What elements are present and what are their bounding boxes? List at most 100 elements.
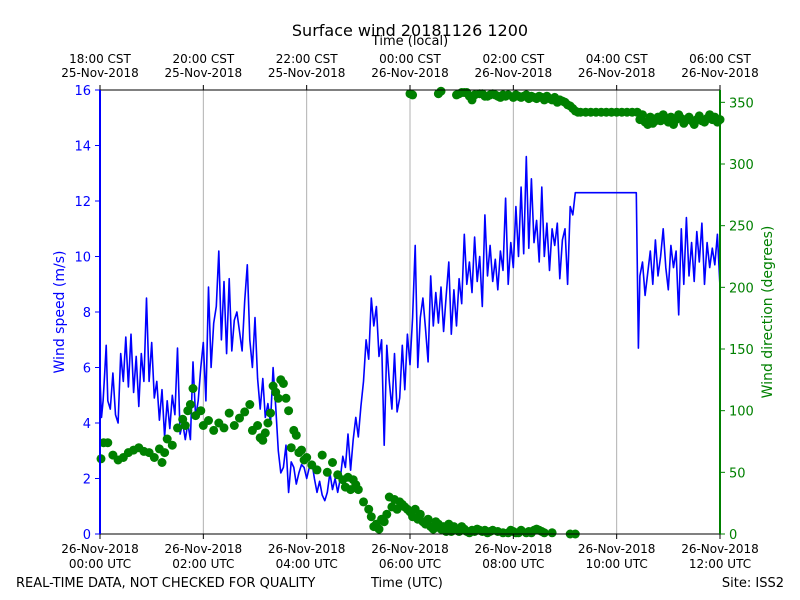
wind-direction-point <box>196 406 206 416</box>
wind-direction-point <box>322 467 332 477</box>
chart-title: Surface wind 20181126 1200 <box>291 21 529 40</box>
y-axis-label-right: Wind direction (degrees) <box>760 226 776 399</box>
y-axis-label-left: Wind speed (m/s) <box>52 251 68 374</box>
left-tick-label: 2 <box>83 473 91 488</box>
top-tick-date: 26-Nov-2018 <box>578 66 656 80</box>
bottom-tick-time: 12:00 UTC <box>689 557 751 571</box>
bottom-tick-time: 10:00 UTC <box>586 557 648 571</box>
wind-direction-point <box>240 407 250 417</box>
wind-direction-point <box>366 512 376 522</box>
wind-direction-point <box>379 517 389 527</box>
wind-direction-point <box>539 528 549 538</box>
wind-direction-point <box>423 514 433 524</box>
top-tick-date: 25-Nov-2018 <box>61 66 139 80</box>
bottom-tick-date: 26-Nov-2018 <box>681 542 759 556</box>
wind-direction-point <box>185 400 195 409</box>
bottom-tick-date: 26-Nov-2018 <box>165 542 243 556</box>
right-tick-label: 200 <box>729 281 754 296</box>
wind-direction-point <box>180 421 190 430</box>
top-tick-time: 06:00 CST <box>689 52 751 66</box>
wind-direction-point <box>258 435 268 445</box>
bottom-tick-time: 04:00 UTC <box>276 557 338 571</box>
x-axis-label-top: Time (local) <box>371 34 449 49</box>
top-tick-date: 26-Nov-2018 <box>371 66 449 80</box>
wind-direction-point <box>302 453 312 462</box>
wind-speed-line <box>99 155 721 502</box>
wind-direction-point <box>291 430 301 440</box>
top-tick-time: 02:00 CST <box>482 52 544 66</box>
bottom-tick-time: 06:00 UTC <box>379 557 441 571</box>
wind-direction-point <box>415 509 425 519</box>
bottom-tick-date: 26-Nov-2018 <box>268 542 346 556</box>
wind-direction-point <box>157 458 167 467</box>
wind-direction-point <box>278 379 288 388</box>
wind-direction-point <box>408 90 418 100</box>
top-tick-date: 26-Nov-2018 <box>681 66 759 80</box>
wind-direction-point <box>364 504 374 514</box>
wind-direction-point <box>149 453 159 462</box>
wind-direction-point <box>224 408 234 418</box>
wind-direction-point <box>235 413 244 423</box>
right-tick-label: 350 <box>729 96 754 111</box>
wind-direction-point <box>173 423 182 433</box>
wind-direction-point <box>547 528 557 538</box>
wind-direction-point <box>281 393 291 403</box>
wind-direction-point <box>263 418 273 428</box>
wind-direction-point <box>382 509 392 519</box>
right-tick-label: 250 <box>729 220 754 235</box>
wind-direction-point <box>167 440 177 450</box>
bottom-tick-time: 00:00 UTC <box>69 557 131 571</box>
wind-direction-point <box>260 428 270 438</box>
wind-direction-point <box>188 384 198 393</box>
wind-direction-point <box>353 485 363 495</box>
bottom-tick-date: 26-Nov-2018 <box>475 542 553 556</box>
wind-direction-point <box>204 416 213 425</box>
wind-direction-point <box>359 497 368 507</box>
bottom-tick-time: 08:00 UTC <box>482 557 544 571</box>
data-quality-note: REAL-TIME DATA, NOT CHECKED FOR QUALITY <box>16 576 316 591</box>
right-tick-label: 0 <box>729 528 737 543</box>
wind-direction-point <box>638 110 647 120</box>
right-tick-label: 300 <box>729 158 754 173</box>
wind-direction-point <box>436 86 446 96</box>
wind-direction-point <box>273 393 283 403</box>
wind-direction-point <box>245 400 255 409</box>
x-axis-label-bottom: Time (UTC) <box>371 576 443 591</box>
wind-direction-point <box>103 438 113 448</box>
wind-direction-point <box>266 408 275 418</box>
bottom-tick-time: 02:00 UTC <box>172 557 234 571</box>
wind-direction-point <box>284 406 294 416</box>
bottom-tick-date: 26-Nov-2018 <box>61 542 139 556</box>
left-tick-label: 4 <box>83 417 91 432</box>
left-tick-label: 0 <box>83 528 91 543</box>
wind-direction-point <box>312 465 322 475</box>
left-tick-label: 6 <box>83 362 91 377</box>
wind-direction-point <box>459 88 469 97</box>
wind-direction-point <box>374 524 384 534</box>
top-tick-date: 25-Nov-2018 <box>165 66 243 80</box>
wind-direction-point <box>229 421 239 430</box>
wind-direction-point <box>317 450 327 460</box>
left-tick-label: 10 <box>74 251 91 266</box>
top-tick-time: 04:00 CST <box>586 52 648 66</box>
top-tick-time: 22:00 CST <box>276 52 338 66</box>
wind-direction-point <box>297 445 306 455</box>
bottom-tick-date: 26-Nov-2018 <box>371 542 449 556</box>
wind-direction-point <box>219 423 229 433</box>
right-axis-ticks: 0 50 100 150 200 250 300 350 <box>720 96 754 543</box>
left-tick-label: 8 <box>83 306 91 321</box>
right-tick-label: 100 <box>729 405 754 420</box>
wind-direction-point <box>160 448 170 458</box>
top-tick-date: 26-Nov-2018 <box>475 66 553 80</box>
top-tick-date: 25-Nov-2018 <box>268 66 346 80</box>
left-axis-ticks: 0 2 4 6 8 10 12 14 16 <box>74 84 100 543</box>
top-tick-time: 20:00 CST <box>172 52 234 66</box>
wind-direction-point <box>162 434 172 444</box>
right-tick-label: 150 <box>729 343 754 358</box>
wind-speed-series <box>99 155 721 502</box>
wind-direction-point <box>286 443 296 453</box>
site-label: Site: ISS2 <box>721 576 784 591</box>
